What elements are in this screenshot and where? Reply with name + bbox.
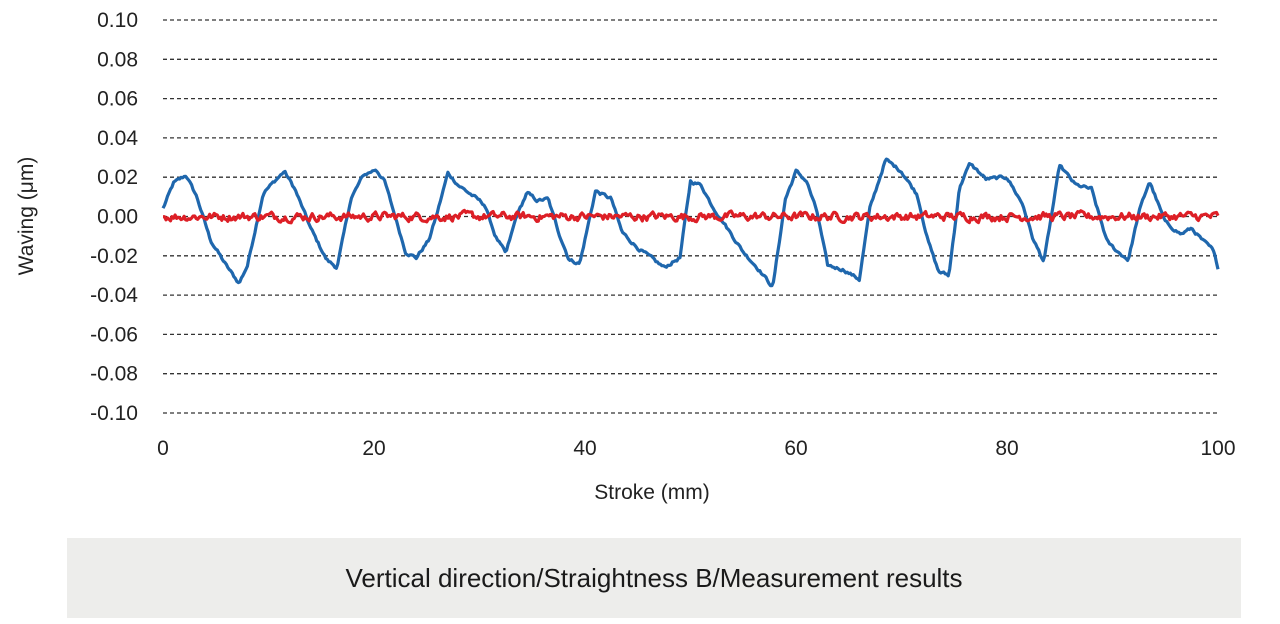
red-series-line [162,208,1220,225]
y-tick-label: 0.10 [97,9,138,32]
y-tick-label: -0.02 [90,245,138,268]
x-tick-label: 100 [1200,437,1235,460]
y-tick-label: -0.10 [90,402,138,425]
blue-series-line [161,157,1220,288]
y-tick-label: 0.08 [97,48,138,71]
y-tick-label: -0.08 [90,363,138,386]
y-tick-label: -0.06 [90,323,138,346]
y-tick-label: -0.04 [90,284,138,307]
x-tick-label: 0 [157,437,169,460]
y-tick-label: 0.02 [97,166,138,189]
x-axis-title: Stroke (mm) [594,481,710,504]
chart: 0.10 0.08 0.06 0.04 0.02 0.00 -0.02 -0.04 -0.06 -… [15,9,1236,504]
y-tick-label: 0.04 [97,127,138,150]
x-tick-label: 80 [995,437,1018,460]
x-tick-label: 20 [362,437,385,460]
y-tick-label: 0.00 [97,206,138,229]
x-tick-label: 40 [573,437,596,460]
caption-text: Vertical direction/Straightness B/Measur… [345,562,963,593]
y-axis-title: Waving (μm) [15,157,38,276]
x-tick-labels: 0 20 40 60 80 100 [157,437,1235,460]
caption-box: Vertical direction/Straightness B/Measur… [67,538,1241,618]
y-tick-label: 0.06 [97,88,138,111]
series-lines [161,157,1220,288]
y-tick-labels: 0.10 0.08 0.06 0.04 0.02 0.00 -0.02 -0.04 -0.06 -… [90,9,138,425]
x-tick-label: 60 [784,437,807,460]
